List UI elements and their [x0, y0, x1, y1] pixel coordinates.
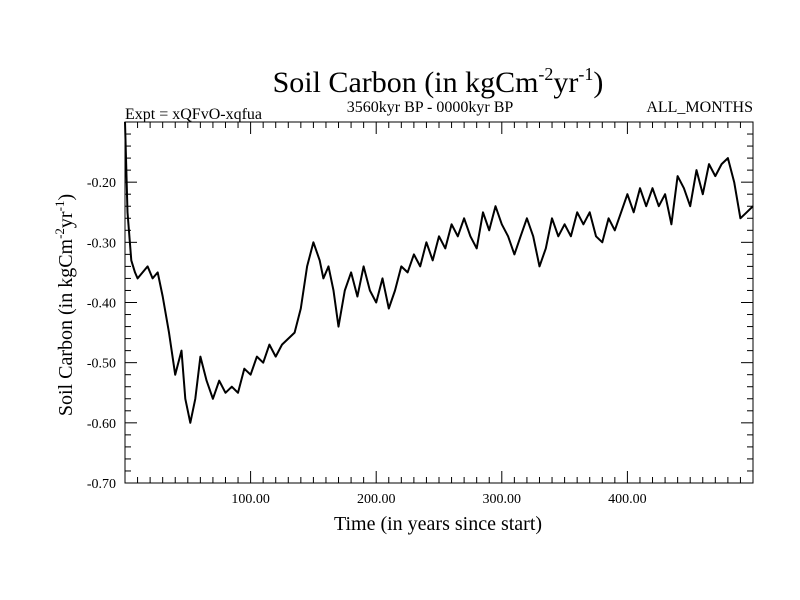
minor-ticks: [125, 122, 753, 483]
subtitle-left: Expt = xQFvO-xqfua: [125, 106, 262, 123]
chart-title: Soil Carbon (in kgCm-2yr-1): [273, 64, 604, 99]
x-tick-label: 200.00: [357, 492, 396, 507]
subtitle-center: 3560kyr BP - 0000kyr BP: [347, 99, 514, 116]
y-tick-label: -0.50: [87, 357, 116, 372]
x-axis-label: Time (in years since start): [334, 513, 542, 535]
y-tick-label: -0.60: [87, 417, 116, 432]
x-tick-label: 100.00: [231, 492, 270, 507]
y-tick-label: -0.70: [87, 477, 116, 492]
major-ticks: [125, 122, 753, 484]
y-tick-label: -0.20: [87, 176, 116, 191]
y-axis-label: Soil Carbon (in kgCm-2yr-1): [52, 194, 77, 416]
subtitle-right: ALL_MONTHS: [646, 99, 753, 116]
soil-carbon-series-line: [124, 121, 754, 424]
y-tick-label: -0.40: [87, 297, 116, 312]
plot-frame: [124, 121, 754, 484]
y-tick-label: -0.30: [87, 236, 116, 251]
x-tick-label: 400.00: [608, 492, 647, 507]
x-tick-label: 300.00: [483, 492, 522, 507]
tick-labels: 100.00 200.00 300.00 400.00 -0.70 -0.60 -0.50 -…: [87, 176, 647, 507]
